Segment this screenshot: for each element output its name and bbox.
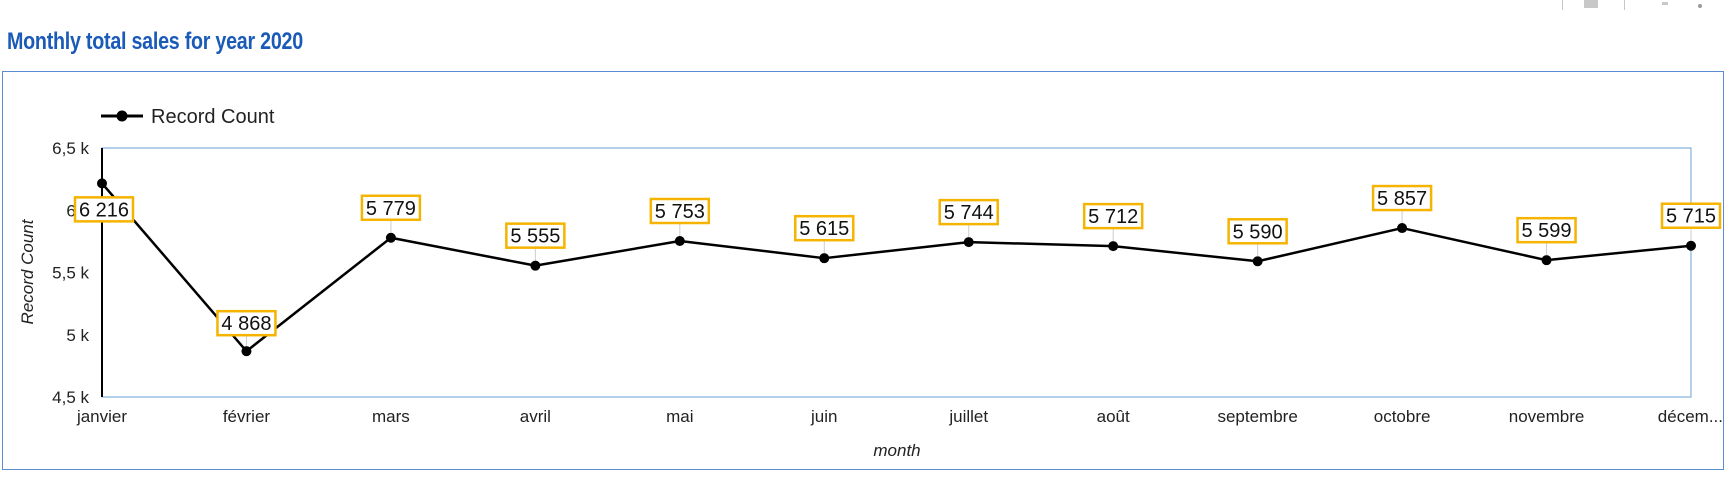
data-label: 5 590 <box>1227 218 1288 257</box>
data-label-text: 5 715 <box>1666 206 1716 228</box>
data-points[interactable] <box>97 178 1696 357</box>
x-tick-label: avril <box>520 407 551 426</box>
x-axis-ticks: janvier février mars avril mai juin juillet aoû… <box>76 407 1723 426</box>
data-label-box <box>794 214 855 242</box>
y-axis-title: Record Count <box>18 218 37 324</box>
data-label-box <box>1082 202 1144 230</box>
y-tick-label: 6,5 k <box>52 139 89 158</box>
data-point[interactable] <box>241 346 252 357</box>
y-axis-ticks: 4,5 k5 k5,5 k6 k6,5 k <box>52 139 89 407</box>
x-axis-title: month <box>873 441 920 460</box>
minus-icon[interactable] <box>1662 2 1668 5</box>
data-point[interactable] <box>1686 240 1696 251</box>
x-tick-label: juin <box>810 407 837 426</box>
data-label: 5 779 <box>360 194 422 233</box>
data-label-text: 5 590 <box>1233 221 1283 243</box>
x-tick-label: juillet <box>948 407 988 426</box>
data-label-box <box>360 194 422 222</box>
data-point[interactable] <box>385 232 396 243</box>
x-tick-label: mai <box>666 407 693 426</box>
data-label: 6 216 <box>73 196 135 223</box>
x-tick-label: septembre <box>1217 407 1297 426</box>
data-label-box <box>1227 218 1288 245</box>
plot-area-border <box>101 147 1692 398</box>
data-label-text: 5 555 <box>510 226 560 248</box>
data-label-box <box>216 309 277 337</box>
legend[interactable]: Record Count <box>101 106 275 128</box>
data-label: 5 712 <box>1082 202 1144 242</box>
x-tick-label: janvier <box>76 407 127 426</box>
data-point[interactable] <box>1108 241 1119 252</box>
data-point[interactable] <box>674 236 685 247</box>
x-tick-label: octobre <box>1374 407 1431 426</box>
data-label-box <box>1371 184 1433 212</box>
pencil-icon[interactable] <box>1584 0 1598 8</box>
y-tick-label: 5 k <box>66 326 89 345</box>
x-tick-label: février <box>223 407 271 426</box>
data-label: 5 715 <box>1660 202 1722 241</box>
data-point[interactable] <box>1252 256 1263 267</box>
data-point[interactable] <box>530 260 541 271</box>
line-chart: Record Count 4,5 k5 k5,5 k6 k6,5 k janvi… <box>18 106 1723 460</box>
data-label-text: 5 779 <box>366 198 416 220</box>
data-point[interactable] <box>1541 255 1552 266</box>
data-label: 5 555 <box>505 222 566 261</box>
y-tick-label: 5,5 k <box>52 264 89 283</box>
legend-label: Record Count <box>151 106 275 128</box>
data-label-box <box>73 196 135 223</box>
data-label-text: 6 216 <box>79 199 129 221</box>
data-label-text: 5 615 <box>799 218 849 240</box>
toolbar-divider <box>1624 0 1625 10</box>
data-label: 5 857 <box>1371 184 1433 224</box>
data-label-text: 5 753 <box>655 201 705 223</box>
x-tick-label: novembre <box>1509 407 1585 426</box>
more-options-icon[interactable] <box>1698 4 1702 8</box>
x-tick-label: août <box>1097 407 1130 426</box>
page-title: Monthly total sales for year 2020 <box>7 28 303 55</box>
x-tick-label: mars <box>372 407 410 426</box>
data-label: 4 868 <box>216 309 277 347</box>
chart-card: Record Count 4,5 k5 k5,5 k6 k6,5 k janvi… <box>2 71 1724 470</box>
data-label-box <box>649 197 711 225</box>
data-label: 5 753 <box>649 197 711 237</box>
data-label-text: 4 868 <box>221 313 271 335</box>
data-labels: 6 216 4 868 5 779 5 555 5 753 5 615 5 744 5 712… <box>73 184 1722 347</box>
data-label-text: 5 712 <box>1088 206 1138 228</box>
series-line <box>101 182 1692 353</box>
data-label-text: 5 857 <box>1377 188 1427 210</box>
data-label-text: 5 599 <box>1522 220 1572 242</box>
data-point[interactable] <box>1397 223 1408 234</box>
legend-marker <box>116 110 128 122</box>
data-label: 5 599 <box>1516 216 1577 256</box>
data-point[interactable] <box>97 178 107 189</box>
x-tick-label: décem... <box>1658 407 1723 426</box>
report-toolbar <box>1506 0 1726 10</box>
data-point[interactable] <box>963 237 974 248</box>
data-label-box <box>1516 216 1577 244</box>
series-line-record-count <box>101 182 1692 353</box>
data-point[interactable] <box>819 253 830 264</box>
data-label: 5 615 <box>794 214 855 254</box>
y-tick-label: 4,5 k <box>52 388 89 407</box>
data-label-box <box>505 222 566 249</box>
data-label-text: 5 744 <box>944 202 994 224</box>
data-label: 5 744 <box>938 198 999 238</box>
data-label-box <box>1660 202 1722 229</box>
toolbar-divider <box>1562 0 1563 10</box>
data-label-box <box>938 198 999 226</box>
